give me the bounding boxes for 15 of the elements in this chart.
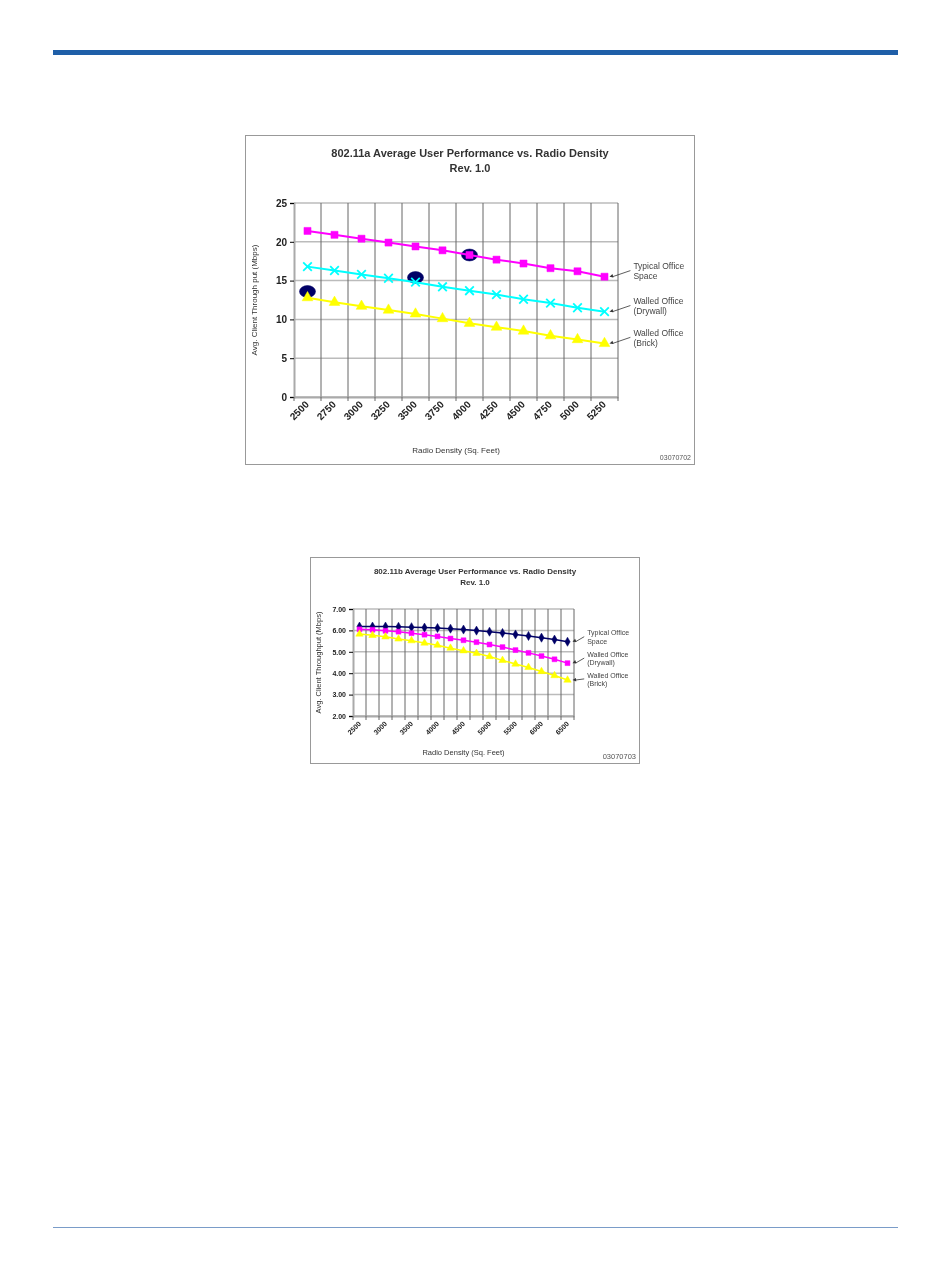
chart-subtitle: Rev. 1.0: [460, 577, 491, 587]
text: Typical Office Space: [633, 260, 685, 282]
y-tick-label: 0: [281, 391, 288, 403]
y-tick-label: 20: [275, 236, 288, 248]
text: Walled Office (Drywall): [633, 295, 684, 317]
chart-title: 802.11a Average User Performance vs. Radio Density: [331, 147, 610, 160]
y-tick-label: 10: [275, 314, 288, 326]
y-tick-label: 25: [275, 197, 288, 209]
y-tick-label: 5: [281, 352, 288, 364]
text: Walled Office (Brick): [633, 327, 684, 348]
y-tick-label: 15: [275, 275, 288, 287]
x-axis-title: Radio Density (Sq. Feet): [412, 445, 501, 455]
y-axis-title: Avg. Client Through put (Mbps): [250, 244, 260, 356]
chart-subtitle: Rev. 1.0: [449, 161, 491, 174]
chart-title: 802.11b Average User Performance vs. Radio Density: [373, 567, 577, 577]
